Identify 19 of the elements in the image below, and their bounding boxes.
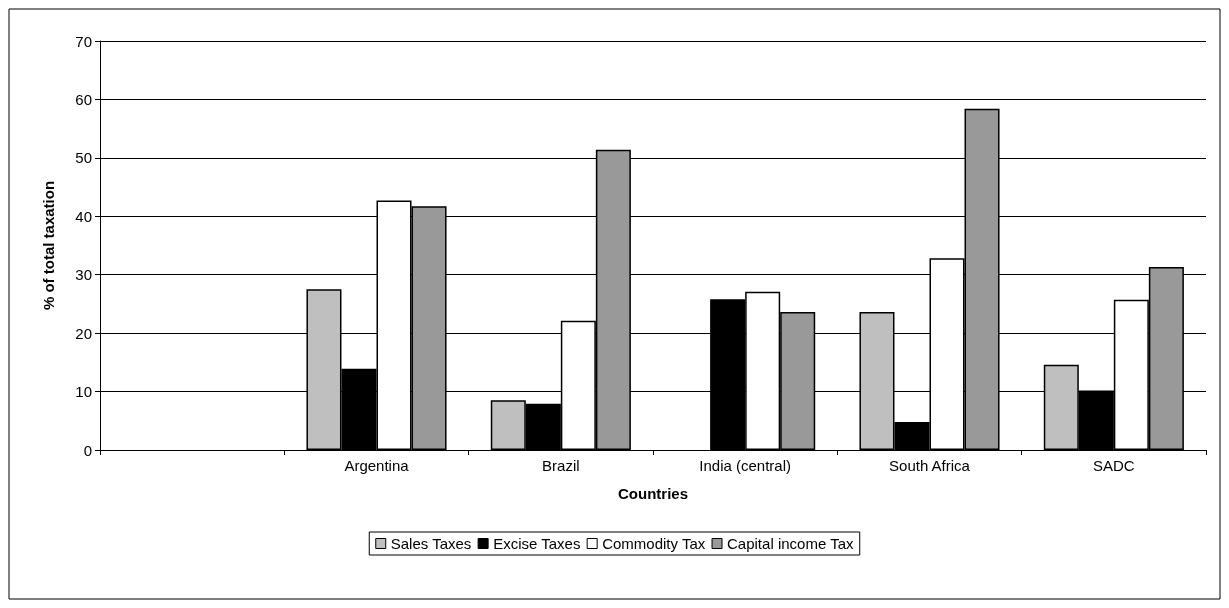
y-tick-label: 70 bbox=[75, 32, 92, 50]
x-axis-title: Countries bbox=[617, 485, 689, 502]
legend-label: Capital income Tax bbox=[727, 535, 854, 552]
y-tick-label: 0 bbox=[83, 441, 92, 459]
y-axis-title: % of total taxation bbox=[40, 180, 57, 311]
x-tick-label: Argentina bbox=[344, 457, 410, 474]
legend-label: Excise Taxes bbox=[493, 535, 581, 552]
x-tick-label: South Africa bbox=[889, 457, 971, 474]
x-tick-label: India (central) bbox=[699, 457, 792, 474]
y-tick-label: 50 bbox=[75, 149, 92, 167]
y-tick-label: 40 bbox=[75, 207, 92, 225]
legend-label: Sales Taxes bbox=[390, 535, 472, 552]
y-tick-label: 10 bbox=[75, 383, 92, 401]
y-tick-label: 30 bbox=[75, 266, 92, 284]
y-tick-label: 60 bbox=[75, 90, 92, 108]
x-tick-label: SADC bbox=[1092, 457, 1135, 474]
x-tick-label: Brazil bbox=[542, 457, 580, 474]
legend-label: Commodity Tax bbox=[602, 535, 706, 552]
y-tick-label: 20 bbox=[75, 324, 92, 342]
